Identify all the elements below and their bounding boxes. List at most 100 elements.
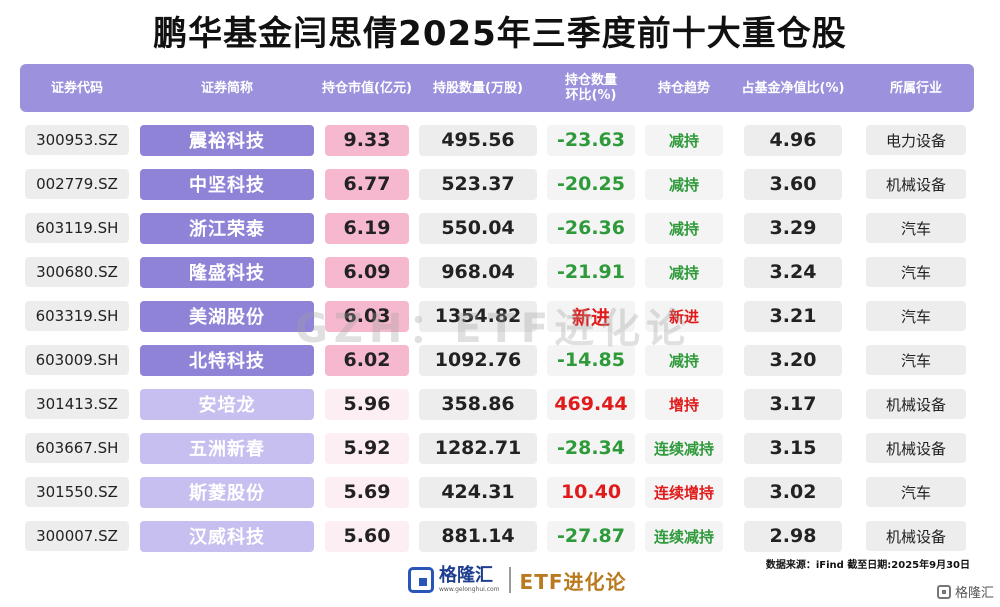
nav-ratio: 2.98 (744, 520, 842, 552)
security-code: 603319.SH (25, 301, 129, 331)
holding-trend: 连续减持 (645, 520, 723, 552)
table-row: 603009.SH 北特科技 6.02 1092.76 -14.85 减持 3.… (20, 338, 974, 382)
shares-held: 495.56 (419, 124, 537, 156)
header-market-value: 持仓市值(亿元) (322, 80, 412, 96)
security-name: 五洲新春 (140, 432, 314, 464)
shares-held: 550.04 (419, 212, 537, 244)
header-industry: 所属行业 (889, 80, 942, 96)
footer-divider (508, 567, 511, 593)
gelonghui-corner-icon (936, 584, 951, 599)
industry: 电力设备 (866, 125, 966, 155)
holding-trend: 增持 (645, 388, 723, 420)
security-name: 汉威科技 (140, 520, 314, 552)
table-row: 002779.SZ 中坚科技 6.77 523.37 -20.25 减持 3.6… (20, 162, 974, 206)
security-name: 震裕科技 (140, 124, 314, 156)
holding-change: 新进 (547, 300, 635, 332)
nav-ratio: 3.29 (744, 212, 842, 244)
nav-ratio: 3.15 (744, 432, 842, 464)
industry: 汽车 (866, 213, 966, 243)
table-header: 证券代码 证券简称 持仓市值(亿元) 持股数量(万股) 持仓数量 环比(%) 持仓… (20, 64, 974, 112)
shares-held: 881.14 (419, 520, 537, 552)
nav-ratio: 3.21 (744, 300, 842, 332)
industry: 汽车 (866, 257, 966, 287)
nav-ratio: 3.20 (744, 344, 842, 376)
header-trend: 持仓趋势 (657, 80, 710, 96)
holding-trend: 减持 (645, 124, 723, 156)
table-body: 300953.SZ 震裕科技 9.33 495.56 -23.63 减持 4.9… (20, 118, 974, 558)
shares-held: 968.04 (419, 256, 537, 288)
market-value: 5.96 (325, 388, 409, 420)
security-code: 300007.SZ (25, 521, 129, 551)
industry: 机械设备 (866, 389, 966, 419)
table-row: 300007.SZ 汉威科技 5.60 881.14 -27.87 连续减持 2… (20, 514, 974, 558)
market-value: 5.69 (325, 476, 409, 508)
holding-trend: 连续增持 (645, 476, 723, 508)
security-code: 300680.SZ (25, 257, 129, 287)
holding-trend: 减持 (645, 344, 723, 376)
corner-label: 格隆汇 (954, 586, 994, 601)
gelonghui-logo-icon (408, 567, 434, 593)
holding-trend: 新进 (645, 300, 723, 332)
shares-held: 1282.71 (419, 432, 537, 464)
security-code: 603119.SH (25, 213, 129, 243)
industry: 汽车 (866, 477, 966, 507)
holding-trend: 减持 (645, 212, 723, 244)
security-code: 603009.SH (25, 345, 129, 375)
holding-change: 469.44 (547, 388, 635, 420)
holding-change: -23.63 (547, 124, 635, 156)
table-row: 603319.SH 美湖股份 6.03 1354.82 新进 新进 3.21 汽… (20, 294, 974, 338)
holding-change: -21.91 (547, 256, 635, 288)
page-title: 鹏华基金闫思倩2025年三季度前十大重仓股 (153, 14, 847, 54)
market-value: 6.19 (325, 212, 409, 244)
market-value: 5.60 (325, 520, 409, 552)
holding-change: -14.85 (547, 344, 635, 376)
market-value: 6.09 (325, 256, 409, 288)
holding-trend: 减持 (645, 256, 723, 288)
footer-branding: 格隆汇 www.gelonghui.com ETF进化论 (408, 562, 627, 598)
security-name: 北特科技 (140, 344, 314, 376)
market-value: 5.92 (325, 432, 409, 464)
industry: 汽车 (866, 301, 966, 331)
shares-held: 1092.76 (419, 344, 537, 376)
source-note: 数据来源：iFind 截至日期:2025年9月30日 (765, 560, 970, 571)
industry: 机械设备 (866, 433, 966, 463)
industry: 机械设备 (866, 521, 966, 551)
header-nav-ratio: 占基金净值比(%) (741, 80, 845, 96)
industry: 机械设备 (866, 169, 966, 199)
holding-change: -20.25 (547, 168, 635, 200)
nav-ratio: 4.96 (744, 124, 842, 156)
market-value: 9.33 (325, 124, 409, 156)
security-name: 中坚科技 (140, 168, 314, 200)
table-row: 603667.SH 五洲新春 5.92 1282.71 -28.34 连续减持 … (20, 426, 974, 470)
header-shares: 持股数量(万股) (433, 80, 523, 96)
table-row: 300680.SZ 隆盛科技 6.09 968.04 -21.91 减持 3.2… (20, 250, 974, 294)
security-code: 002779.SZ (25, 169, 129, 199)
footer-brand-text: ETF进化论 (519, 569, 627, 594)
holdings-table: 证券代码 证券简称 持仓市值(亿元) 持股数量(万股) 持仓数量 环比(%) 持仓… (20, 64, 974, 558)
table-row: 300953.SZ 震裕科技 9.33 495.56 -23.63 减持 4.9… (20, 118, 974, 162)
security-name: 安培龙 (140, 388, 314, 420)
holding-trend: 连续减持 (645, 432, 723, 464)
holding-change: -27.87 (547, 520, 635, 552)
shares-held: 1354.82 (419, 300, 537, 332)
security-code: 603667.SH (25, 433, 129, 463)
nav-ratio: 3.02 (744, 476, 842, 508)
nav-ratio: 3.60 (744, 168, 842, 200)
industry: 汽车 (866, 345, 966, 375)
security-code: 301413.SZ (25, 389, 129, 419)
shares-held: 358.86 (419, 388, 537, 420)
market-value: 6.03 (325, 300, 409, 332)
shares-held: 523.37 (419, 168, 537, 200)
security-name: 美湖股份 (140, 300, 314, 332)
security-code: 301550.SZ (25, 477, 129, 507)
footer-logo-sub: www.gelonghui.com (439, 586, 500, 593)
market-value: 6.02 (325, 344, 409, 376)
security-name: 浙江荣泰 (140, 212, 314, 244)
header-name: 证券简称 (200, 80, 253, 96)
holding-trend: 减持 (645, 168, 723, 200)
security-name: 斯菱股份 (140, 476, 314, 508)
corner-watermark: 格隆汇 (936, 582, 994, 601)
footer-logo-text: 格隆汇 (439, 565, 493, 586)
holding-change: 10.40 (547, 476, 635, 508)
holding-change: -26.36 (547, 212, 635, 244)
